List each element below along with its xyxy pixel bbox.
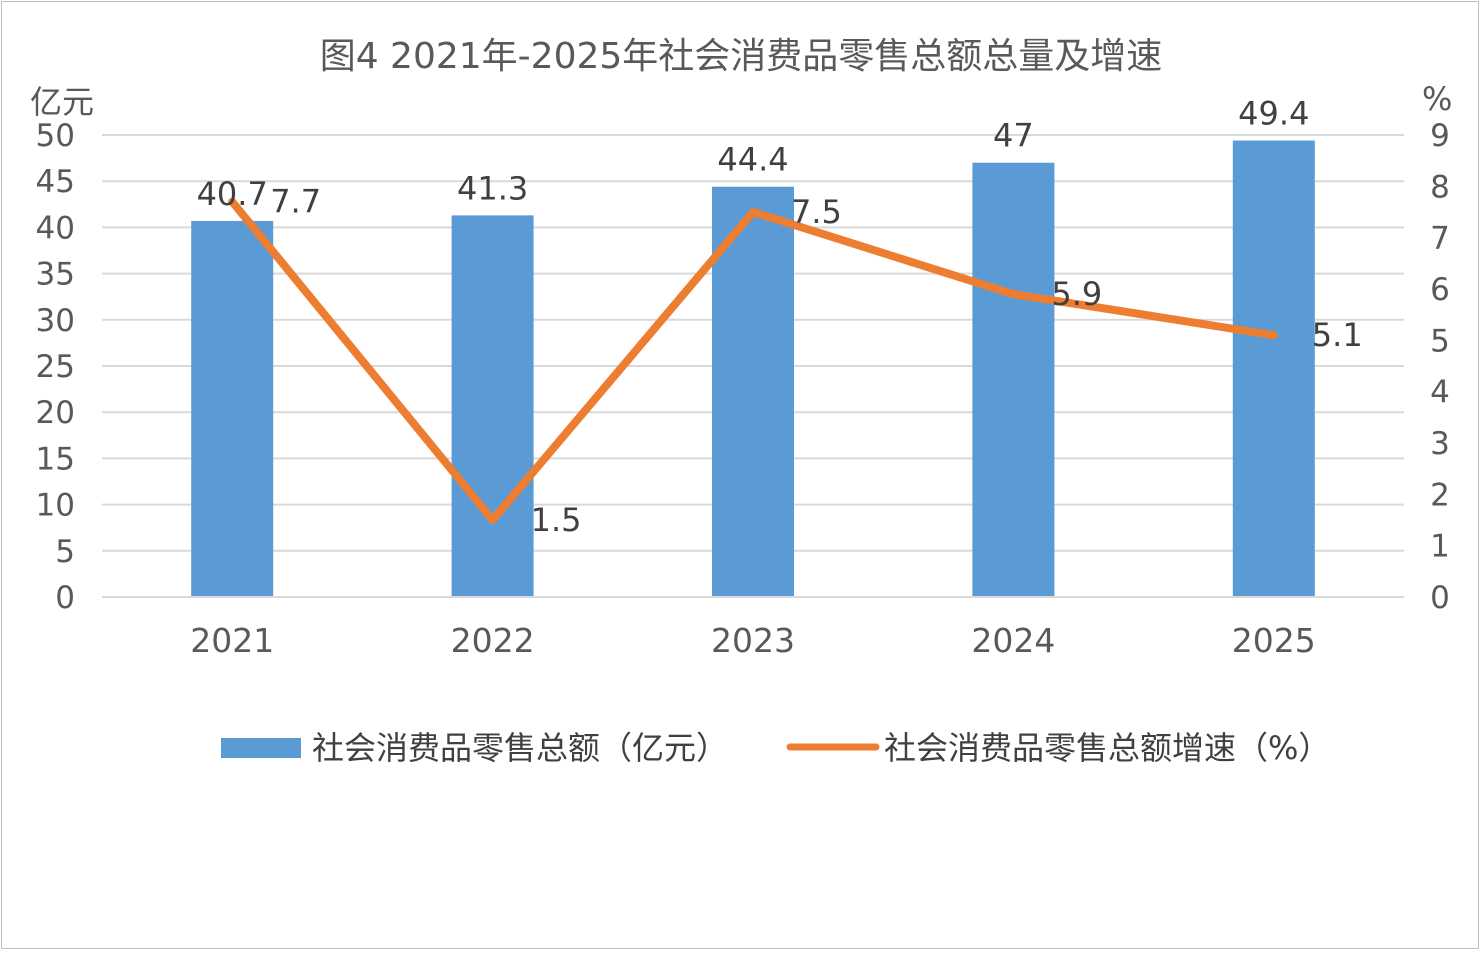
legend: 社会消费品零售总额（亿元） 社会消费品零售总额增速（%） <box>221 729 1330 767</box>
left-axis-tick-label: 45 <box>36 164 75 200</box>
bar-data-label: 44.4 <box>717 141 788 179</box>
left-axis-tick-label: 50 <box>36 118 75 154</box>
legend-line-label: 社会消费品零售总额增速（%） <box>884 729 1330 767</box>
bar <box>712 186 794 597</box>
bar-series <box>191 140 1315 597</box>
bar-data-label: 49.4 <box>1238 95 1309 133</box>
left-axis-tick-label: 5 <box>55 534 75 570</box>
line-data-label: 5.1 <box>1312 316 1363 354</box>
chart-title: 图4 2021年-2025年社会消费品零售总额总量及增速 <box>320 36 1163 77</box>
left-axis-tick-label: 0 <box>55 580 75 616</box>
right-axis-tick-label: 5 <box>1430 323 1450 359</box>
right-axis-tick-label: 0 <box>1430 580 1450 616</box>
left-axis-unit: 亿元 <box>30 83 94 121</box>
line-data-label: 7.5 <box>791 193 842 231</box>
x-axis-tick-label: 2024 <box>971 621 1055 660</box>
line-data-label: 1.5 <box>531 501 582 539</box>
right-axis-tick-label: 2 <box>1430 477 1450 513</box>
right-axis-tick-label: 3 <box>1430 426 1450 462</box>
legend-bar-swatch <box>221 738 301 758</box>
bar <box>451 215 534 597</box>
left-axis-tick-label: 10 <box>36 488 75 524</box>
x-axis-tick-label: 2021 <box>190 621 274 660</box>
x-axis-tick-label: 2022 <box>451 621 535 660</box>
right-axis-tick-label: 6 <box>1430 272 1450 308</box>
right-axis-tick-label: 9 <box>1430 118 1450 154</box>
legend-bar-label: 社会消费品零售总额（亿元） <box>312 729 728 767</box>
left-axis-tick-label: 35 <box>36 257 75 293</box>
bar-data-label: 40.7 <box>197 175 268 213</box>
bar <box>1232 140 1315 597</box>
bar <box>191 220 274 597</box>
right-axis-tick-label: 8 <box>1430 169 1450 205</box>
right-axis-tick-label: 7 <box>1430 221 1450 257</box>
right-axis-unit: % <box>1422 80 1452 118</box>
bar-data-label: 47 <box>993 117 1034 155</box>
bar-data-label: 41.3 <box>457 169 528 207</box>
data-labels: 40.7 41.3 44.4 47 49.4 7.7 1.5 7.5 5.9 5.1 <box>197 95 1363 539</box>
right-axis-tick-label: 4 <box>1430 375 1450 411</box>
line-data-label: 7.7 <box>270 183 321 221</box>
left-axis-tick-label: 30 <box>36 303 75 339</box>
left-axis-tick-label: 40 <box>36 210 75 246</box>
left-axis-tick-label: 25 <box>36 349 75 385</box>
x-axis-tick-label: 2025 <box>1232 621 1316 660</box>
left-axis-tick-label: 20 <box>36 395 75 431</box>
bar <box>972 162 1055 597</box>
left-axis-tick-label: 15 <box>36 441 75 477</box>
line-series <box>228 197 1278 524</box>
x-axis-tick-label: 2023 <box>711 621 795 660</box>
line-data-label: 5.9 <box>1051 275 1102 313</box>
right-axis-tick-label: 1 <box>1430 529 1450 565</box>
